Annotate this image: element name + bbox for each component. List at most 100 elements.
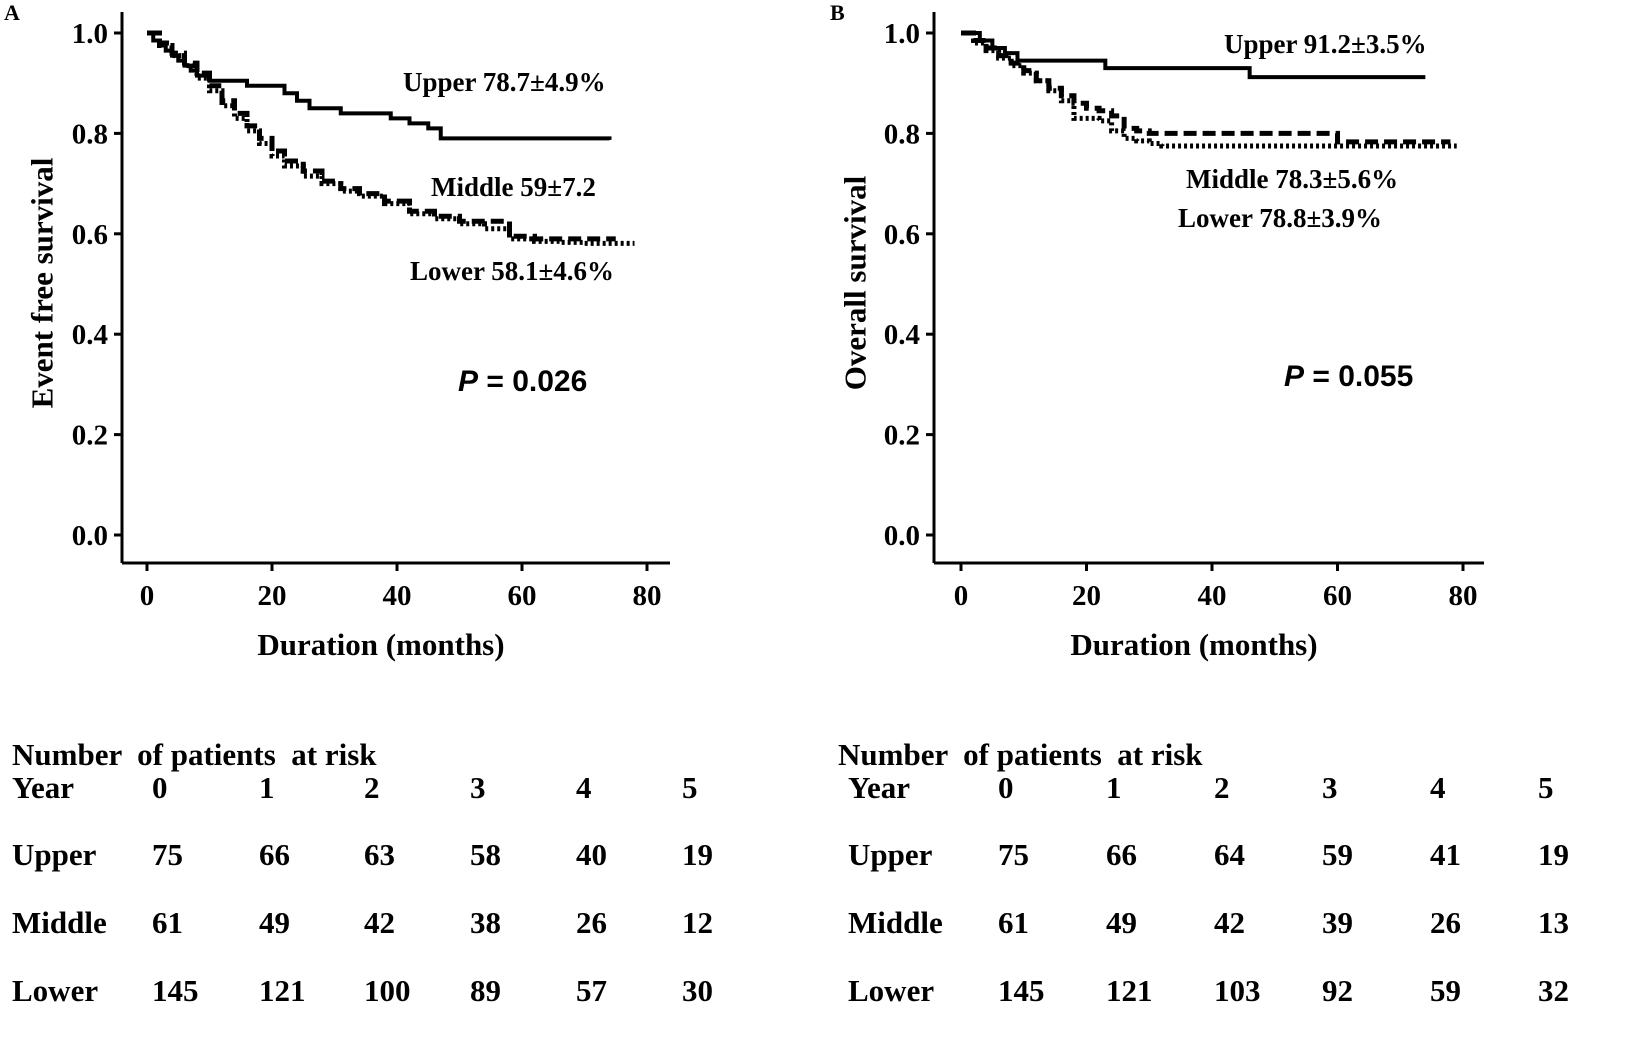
x-tick-label: 20 — [258, 580, 287, 612]
x-tick-label: 0 — [954, 580, 969, 612]
p-value-label: P = 0.026 — [458, 365, 587, 398]
x-tick-label: 20 — [1072, 580, 1101, 612]
risk-value-cell: 49 — [259, 905, 290, 940]
risk-value-cell: 61 — [998, 905, 1029, 940]
risk-year-cell: 5 — [682, 770, 698, 805]
risk-year-cell: 1 — [259, 770, 275, 805]
risk-value-cell: 19 — [682, 837, 713, 872]
risk-value-cell: 121 — [1106, 973, 1153, 1008]
y-tick-label: 1.0 — [72, 18, 108, 50]
risk-value-cell: 49 — [1106, 905, 1137, 940]
risk-value-cell: 100 — [364, 973, 411, 1008]
panel-a: A 0.0 0.2 0.4 0.6 0.8 1.0 0 20 40 60 80 Duration (m… — [4, 0, 713, 1008]
risk-value-cell: 145 — [998, 973, 1045, 1008]
curve-annotation-upper: Upper 91.2±3.5% — [1224, 29, 1427, 59]
curve-annotation-middle: Middle 59±7.2 — [431, 172, 596, 202]
risk-value-cell: 66 — [1106, 837, 1137, 872]
risk-value-cell: 92 — [1322, 973, 1353, 1008]
risk-row-label: Lower — [12, 973, 99, 1008]
risk-row-label: Middle — [848, 905, 943, 940]
p-symbol: P — [458, 365, 479, 398]
risk-value-cell: 57 — [576, 973, 607, 1008]
risk-row-label: Upper — [848, 837, 933, 872]
risk-value-cell: 58 — [470, 837, 501, 872]
risk-value-cell: 42 — [364, 905, 395, 940]
x-tick-label: 60 — [1323, 580, 1352, 612]
risk-value-cell: 59 — [1322, 837, 1353, 872]
risk-row-label: Lower — [848, 973, 935, 1008]
y-tick-label: 0.8 — [72, 118, 108, 150]
curve-annotation-middle: Middle 78.3±5.6% — [1186, 164, 1398, 194]
risk-value-cell: 19 — [1538, 837, 1569, 872]
risk-value-cell: 13 — [1538, 905, 1569, 940]
x-axis-title: Duration (months) — [257, 627, 504, 662]
y-tick-label: 0.6 — [72, 219, 108, 251]
x-tick-label: 60 — [508, 580, 537, 612]
y-tick-label: 0.0 — [884, 520, 920, 552]
risk-year-cell: 1 — [1106, 770, 1122, 805]
risk-value-cell: 66 — [259, 837, 290, 872]
curve-annotation-upper: Upper 78.7±4.9% — [403, 67, 606, 97]
survival-curve-upper — [147, 31, 612, 141]
y-tick-label: 0.8 — [884, 118, 920, 150]
x-tick-label: 80 — [1449, 580, 1478, 612]
p-symbol: P — [1284, 360, 1305, 393]
risk-value-cell: 61 — [152, 905, 183, 940]
risk-value-cell: 75 — [152, 837, 183, 872]
risk-value-cell: 32 — [1538, 973, 1569, 1008]
risk-value-cell: 145 — [152, 973, 199, 1008]
risk-year-cell: 0 — [998, 770, 1014, 805]
risk-value-cell: 41 — [1430, 837, 1461, 872]
y-tick-label: 0.6 — [884, 219, 920, 251]
risk-year-cell: 2 — [1214, 770, 1230, 805]
panel-letter: A — [4, 0, 20, 25]
risk-value-cell: 26 — [576, 905, 607, 940]
risk-table-title: Number of patients at risk — [838, 737, 1203, 772]
survival-curve-lower — [961, 30, 1457, 149]
risk-value-cell: 64 — [1214, 837, 1245, 872]
p-value-label: P = 0.055 — [1284, 360, 1413, 393]
risk-value-cell: 103 — [1214, 973, 1261, 1008]
survival-curve-middle — [147, 30, 616, 242]
risk-value-cell: 75 — [998, 837, 1029, 872]
risk-header-label: Year — [12, 770, 74, 805]
y-tick-label: 0.2 — [884, 420, 920, 452]
survival-chart-a: 0.0 0.2 0.4 0.6 0.8 1.0 0 20 40 60 80 Duration (mon… — [25, 12, 670, 662]
x-tick-label: 40 — [383, 580, 412, 612]
risk-year-cell: 4 — [1430, 770, 1446, 805]
survival-chart-b: 0.0 0.2 0.4 0.6 0.8 1.0 0 20 40 60 80 Duration (mon… — [838, 12, 1484, 662]
risk-year-cell: 5 — [1538, 770, 1554, 805]
risk-value-cell: 26 — [1430, 905, 1461, 940]
risk-year-cell: 2 — [364, 770, 380, 805]
survival-curve-lower — [147, 30, 635, 246]
risk-header-label: Year — [848, 770, 910, 805]
y-tick-label: 0.2 — [72, 420, 108, 452]
risk-value-cell: 121 — [259, 973, 306, 1008]
risk-value-cell: 40 — [576, 837, 607, 872]
risk-value-cell: 30 — [682, 973, 713, 1008]
risk-value-cell: 39 — [1322, 905, 1353, 940]
risk-year-cell: 3 — [1322, 770, 1338, 805]
p-value: = 0.055 — [1304, 360, 1413, 393]
curve-annotation-lower: Lower 58.1±4.6% — [410, 256, 614, 286]
y-tick-label: 0.0 — [72, 520, 108, 552]
risk-row-label: Upper — [12, 837, 97, 872]
panel-letter: B — [830, 0, 845, 25]
curve-annotation-lower: Lower 78.8±3.9% — [1178, 203, 1382, 233]
risk-value-cell: 63 — [364, 837, 395, 872]
y-tick-label: 0.4 — [72, 319, 108, 351]
risk-value-cell: 38 — [470, 905, 501, 940]
risk-year-cell: 3 — [470, 770, 486, 805]
y-tick-label: 0.4 — [884, 319, 920, 351]
y-axis-title: Event free survival — [25, 157, 60, 408]
risk-value-cell: 59 — [1430, 973, 1461, 1008]
x-tick-label: 80 — [633, 580, 662, 612]
risk-value-cell: 42 — [1214, 905, 1245, 940]
x-tick-label: 40 — [1198, 580, 1227, 612]
p-value: = 0.026 — [478, 365, 587, 398]
risk-value-cell: 12 — [682, 905, 713, 940]
x-tick-label: 0 — [140, 580, 155, 612]
risk-year-cell: 4 — [576, 770, 592, 805]
x-axis-title: Duration (months) — [1070, 627, 1317, 662]
risk-table-title: Number of patients at risk — [12, 737, 377, 772]
